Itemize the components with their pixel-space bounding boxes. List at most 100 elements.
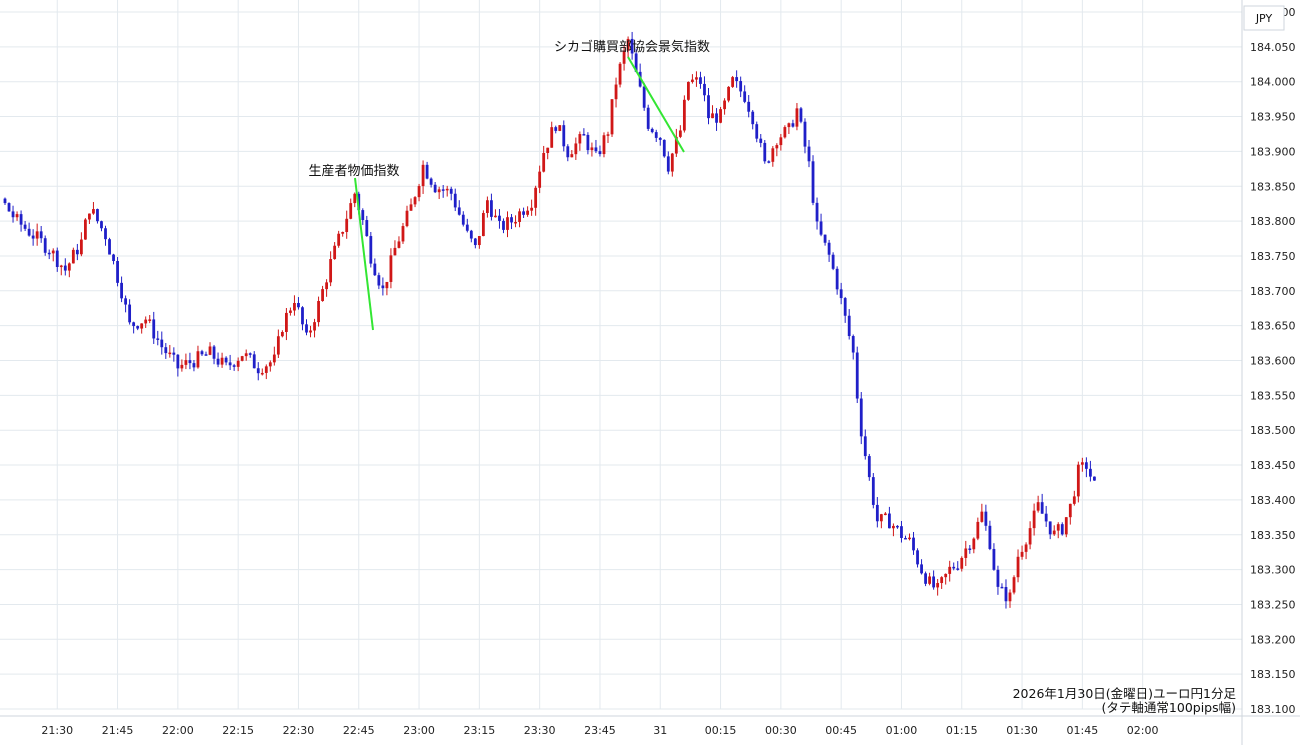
candle-body bbox=[84, 219, 87, 240]
candle-body bbox=[827, 242, 831, 255]
candle-body bbox=[634, 53, 638, 72]
candle-body bbox=[626, 38, 630, 51]
candle-body bbox=[425, 164, 429, 179]
event-marker-line bbox=[627, 56, 685, 153]
grid-lines bbox=[0, 0, 1242, 710]
candle-body bbox=[727, 86, 730, 101]
candle-body bbox=[787, 123, 791, 128]
y-tick-label: 183.100 bbox=[1250, 703, 1296, 716]
candle-body bbox=[1048, 521, 1052, 535]
x-tick-label: 21:45 bbox=[102, 724, 134, 737]
candle-body bbox=[100, 221, 103, 229]
candle-body bbox=[968, 548, 972, 550]
candle-body bbox=[437, 189, 441, 193]
candle-body bbox=[900, 526, 903, 538]
candle-body bbox=[453, 193, 457, 208]
candle-body bbox=[120, 282, 123, 299]
candle-body bbox=[200, 351, 204, 355]
x-tick-label: 23:45 bbox=[584, 724, 616, 737]
candle-body bbox=[823, 234, 827, 243]
candle-body bbox=[409, 204, 413, 211]
candle-body bbox=[473, 238, 477, 246]
candle-body bbox=[457, 207, 461, 215]
candle-body bbox=[678, 130, 682, 137]
y-tick-label: 183.700 bbox=[1250, 285, 1296, 298]
candle-body bbox=[465, 224, 469, 231]
candle-body bbox=[759, 138, 763, 143]
candle-body bbox=[297, 302, 300, 308]
candle-body bbox=[892, 525, 895, 529]
candle-body bbox=[972, 538, 976, 550]
candle-body bbox=[216, 358, 220, 365]
candle-body bbox=[160, 339, 164, 348]
candle-body bbox=[180, 364, 184, 369]
candle-body bbox=[272, 354, 276, 363]
candle-body bbox=[530, 207, 534, 211]
candle-body bbox=[779, 137, 783, 146]
candle-body bbox=[486, 200, 489, 214]
candle-body bbox=[461, 214, 465, 225]
candle-body bbox=[614, 84, 618, 100]
candle-body bbox=[204, 354, 208, 356]
candle-body bbox=[518, 211, 521, 222]
candle-body bbox=[35, 231, 39, 239]
candle-body bbox=[477, 236, 481, 246]
candle-body bbox=[803, 121, 807, 147]
candle-body bbox=[502, 220, 505, 230]
candle-body bbox=[208, 346, 212, 355]
candle-body bbox=[771, 148, 775, 162]
candle-body bbox=[1044, 513, 1048, 522]
candle-body bbox=[280, 331, 284, 337]
candle-body bbox=[815, 202, 819, 222]
candle-body bbox=[1036, 502, 1040, 511]
candle-body bbox=[23, 224, 27, 229]
candle-body bbox=[365, 220, 369, 237]
y-tick-label: 183.600 bbox=[1250, 355, 1296, 368]
candle-body bbox=[192, 363, 196, 368]
candle-body bbox=[341, 231, 345, 234]
candle-body bbox=[1052, 530, 1056, 535]
candle-body bbox=[723, 100, 726, 110]
candle-body bbox=[276, 336, 280, 355]
time-axis: 21:30 21:45 22:00 22:15 22:30 22:45 23:00 23:15… bbox=[0, 715, 1300, 737]
candle-body bbox=[196, 351, 200, 368]
candle-body bbox=[590, 147, 594, 151]
candle-body bbox=[654, 132, 658, 138]
candle-body bbox=[67, 263, 71, 271]
candle-body bbox=[11, 211, 15, 218]
candle-body bbox=[19, 214, 23, 225]
x-tick-label: 00:45 bbox=[825, 724, 857, 737]
candle-body bbox=[570, 154, 574, 158]
candle-body bbox=[369, 236, 373, 264]
x-tick-label: 01:15 bbox=[946, 724, 978, 737]
candle-body bbox=[843, 298, 847, 316]
candle-body bbox=[1064, 517, 1068, 535]
candle-body bbox=[932, 576, 936, 588]
candle-body bbox=[807, 146, 811, 162]
candle-body bbox=[871, 477, 875, 505]
candle-body bbox=[606, 134, 610, 136]
candle-body bbox=[7, 203, 11, 212]
candle-body bbox=[763, 142, 767, 162]
candle-body bbox=[1040, 502, 1044, 514]
y-tick-label: 183.800 bbox=[1250, 215, 1296, 228]
candle-body bbox=[59, 265, 63, 268]
candle-body bbox=[63, 265, 67, 271]
candle-body bbox=[546, 147, 550, 153]
candle-body bbox=[381, 285, 385, 289]
candle-body bbox=[256, 368, 260, 374]
candle-body bbox=[682, 99, 686, 131]
candle-body bbox=[956, 568, 960, 570]
candle-body bbox=[851, 336, 855, 353]
candle-body bbox=[924, 573, 927, 584]
candle-body bbox=[212, 346, 216, 359]
candle-body bbox=[309, 330, 312, 333]
candle-body bbox=[554, 127, 558, 131]
candle-body bbox=[875, 504, 879, 522]
candles bbox=[3, 31, 1096, 609]
candle-body bbox=[1056, 524, 1060, 531]
candle-body bbox=[908, 537, 911, 540]
candle-body bbox=[944, 573, 948, 578]
candle-body bbox=[964, 548, 968, 558]
candle-body bbox=[755, 124, 759, 139]
